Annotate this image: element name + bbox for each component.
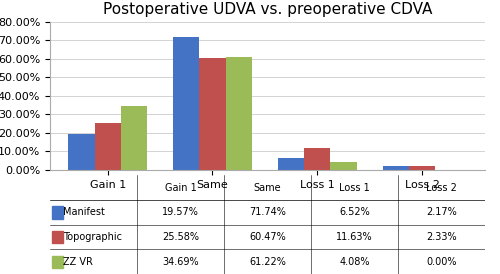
Text: Gain 1: Gain 1: [164, 183, 196, 193]
Text: Loss 1: Loss 1: [339, 183, 370, 193]
Title: Postoperative UDVA vs. preoperative CDVA: Postoperative UDVA vs. preoperative CDVA: [103, 2, 432, 17]
Text: Same: Same: [254, 183, 281, 193]
Text: 61.22%: 61.22%: [249, 257, 286, 267]
Text: 0.00%: 0.00%: [426, 257, 457, 267]
Text: 25.58%: 25.58%: [162, 232, 199, 242]
Bar: [68, 134, 94, 170]
Bar: [304, 148, 330, 170]
Bar: [173, 37, 200, 170]
Bar: [409, 165, 435, 170]
Bar: [52, 231, 62, 243]
Text: 60.47%: 60.47%: [249, 232, 286, 242]
Text: 2.17%: 2.17%: [426, 207, 457, 217]
Bar: [94, 122, 121, 170]
Bar: [121, 106, 147, 170]
Bar: [52, 255, 62, 268]
Text: Loss 2: Loss 2: [426, 183, 457, 193]
Text: 19.57%: 19.57%: [162, 207, 199, 217]
Text: Topographic: Topographic: [63, 232, 122, 242]
Text: 4.08%: 4.08%: [340, 257, 370, 267]
Bar: [330, 162, 356, 170]
Bar: [52, 206, 62, 219]
Text: Manifest: Manifest: [63, 207, 105, 217]
Bar: [200, 58, 226, 170]
Bar: [278, 158, 304, 170]
Text: 71.74%: 71.74%: [249, 207, 286, 217]
Text: 6.52%: 6.52%: [339, 207, 370, 217]
Text: 2.33%: 2.33%: [426, 232, 457, 242]
Bar: [383, 166, 409, 170]
Text: 11.63%: 11.63%: [336, 232, 373, 242]
Bar: [226, 57, 252, 170]
Text: ZZ VR: ZZ VR: [63, 257, 93, 267]
Text: 34.69%: 34.69%: [162, 257, 199, 267]
